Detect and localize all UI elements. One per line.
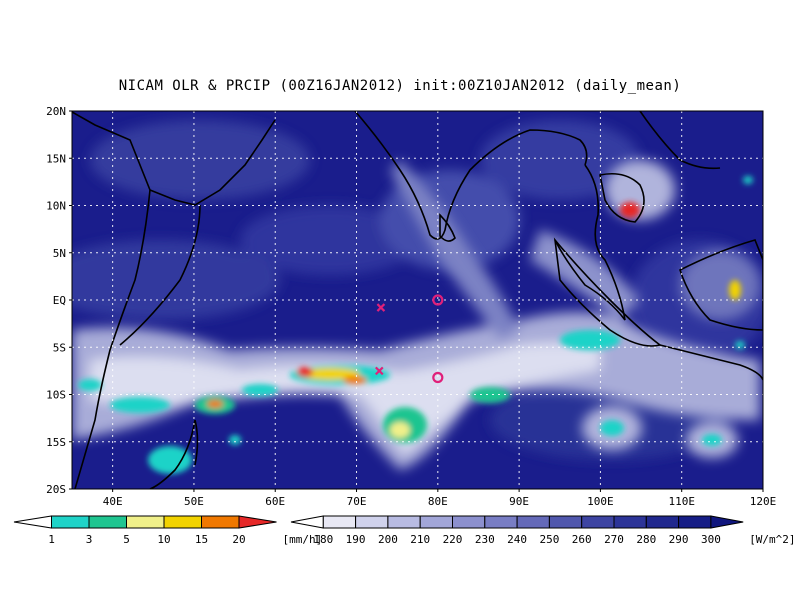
lat-tick-label: 10S [46,389,66,402]
coast-india [354,111,588,240]
olr-legend-unit: [W/m^2] [749,533,795,546]
precip-legend-swatch [163,515,202,529]
lon-tick-label: 70E [347,495,367,508]
coast-java [659,344,763,381]
olr-legend-label: 230 [475,533,495,546]
precip-legend-label: 20 [232,533,245,546]
coast-arabia-horn [72,111,276,206]
olr-legend-swatch [387,515,421,529]
olr-legend-label: 240 [507,533,527,546]
lon-tick-label: 110E [668,495,695,508]
precip-legend-arrow-right [238,515,277,529]
olr-legend-swatch [516,515,550,529]
cross-marker-icon [375,366,384,376]
coast-sumatra [553,237,662,347]
lon-tick-label: 50E [184,495,204,508]
olr-legend-swatch [613,515,647,529]
lat-tick-label: EQ [53,294,66,307]
olr-legend-label: 270 [604,533,624,546]
precip-legend-unit: [mm/h] [283,533,323,546]
olr-legend-swatch [419,515,454,529]
precip-legend: 1 3 5 10 15 20 [mm/h] [13,515,323,546]
lat-tick-label: 10N [46,200,66,213]
coastlines [72,111,763,489]
cross-marker-icon [376,303,386,312]
circle-marker-icon [432,371,444,384]
precip-legend-label: 15 [195,533,208,546]
olr-legend-label: 260 [572,533,592,546]
map-plot-area [72,111,763,489]
olr-legend-arrow-right [710,515,744,529]
lat-tick-label: 5N [53,247,66,260]
olr-legend-swatch [678,515,712,529]
precip-legend-label: 5 [123,533,130,546]
olr-legend: 180 190 200 210 220 230 240 250 260 270 280 290 300 [… [290,515,796,546]
lat-tick-label: 20S [46,483,66,496]
precip-legend-swatch [201,515,240,529]
lat-tick-label: 20N [46,105,66,118]
lat-tick-label: 15S [46,436,66,449]
precip-legend-label: 1 [48,533,55,546]
marker-layer [375,294,444,384]
olr-legend-arrow-left [290,515,324,529]
lon-tick-label: 40E [103,495,123,508]
figure-title: NICAM OLR & PRCIP (00Z16JAN2012) init:00… [118,78,682,94]
precip-legend-label: 10 [157,533,170,546]
axis-labels: 20N 15N 10N 5N EQ 5S 10S 15S 20S 40E 50E 60E 70E 80E 9… [46,105,776,508]
olr-legend-swatch [581,515,615,529]
lon-tick-label: 80E [428,495,448,508]
olr-legend-swatch [645,515,680,529]
olr-legend-label: 280 [636,533,656,546]
lon-tick-label: 90E [509,495,529,508]
lat-tick-label: 5S [53,341,66,354]
precip-legend-arrow-left [13,515,52,529]
olr-legend-label: 200 [378,533,398,546]
olr-legend-swatch [484,515,518,529]
coast-east-africa [74,189,151,489]
olr-legend-label: 210 [410,533,430,546]
olr-legend-swatch [355,515,389,529]
olr-legend-swatch [452,515,486,529]
coast-borneo [679,239,763,331]
lon-tick-label: 60E [265,495,285,508]
precip-legend-label: 3 [86,533,93,546]
coast-madagascar [149,419,199,489]
precip-legend-swatch [126,515,165,529]
coast-indochina [599,172,645,223]
olr-legend-swatch [322,515,357,529]
olr-legend-label: 250 [539,533,559,546]
olr-legend-swatch [548,515,583,529]
coast-somalia [119,204,201,346]
coast-malay-peninsula [554,164,626,321]
lon-tick-label: 120E [750,495,777,508]
olr-legend-label: 180 [313,533,333,546]
lat-tick-label: 15N [46,152,66,165]
precip-legend-swatch [88,515,127,529]
coast-vietnam [639,111,721,170]
olr-legend-label: 190 [346,533,366,546]
precip-legend-swatch [51,515,90,529]
olr-legend-label: 290 [669,533,689,546]
olr-legend-label: 300 [701,533,721,546]
coast-sri-lanka [439,213,456,242]
olr-legend-label: 220 [443,533,463,546]
lon-tick-label: 100E [587,495,614,508]
grid-lines [72,111,763,489]
circle-marker-icon [432,294,444,306]
